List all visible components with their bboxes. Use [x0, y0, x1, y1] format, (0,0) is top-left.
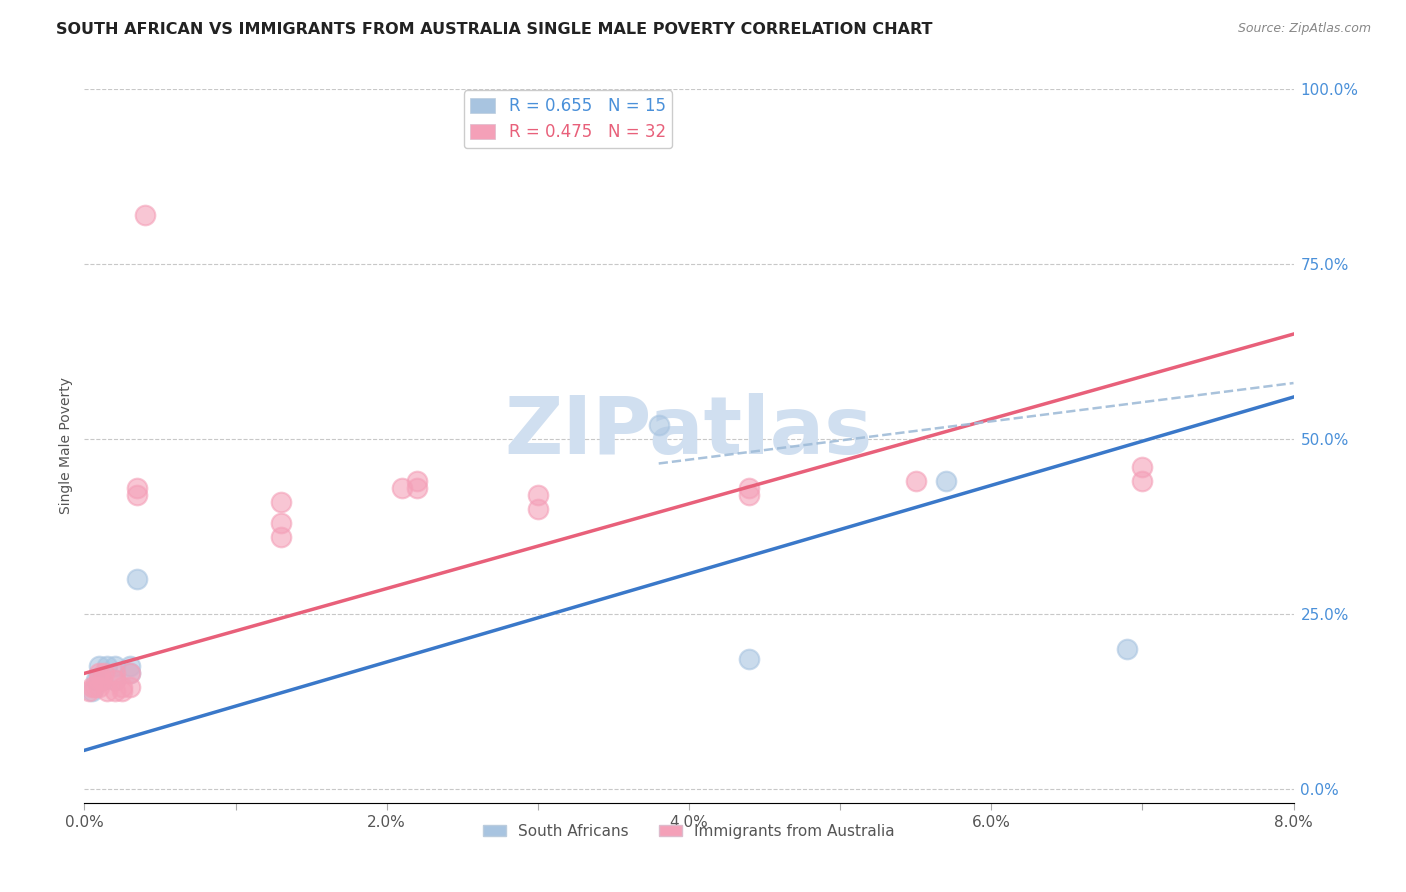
- Point: [104, 673, 127, 688]
- Y-axis label: Single Male Poverty: Single Male Poverty: [59, 377, 73, 515]
- Point: [391, 481, 413, 495]
- Point: [406, 481, 429, 495]
- Point: [738, 488, 761, 502]
- Text: Source: ZipAtlas.com: Source: ZipAtlas.com: [1237, 22, 1371, 36]
- Point: [77, 684, 100, 698]
- Point: [118, 666, 141, 681]
- Point: [89, 659, 111, 673]
- Point: [89, 681, 111, 695]
- Point: [89, 666, 111, 681]
- Point: [738, 481, 761, 495]
- Text: ZIPatlas: ZIPatlas: [505, 392, 873, 471]
- Point: [93, 666, 115, 681]
- Point: [91, 673, 114, 688]
- Point: [1116, 641, 1139, 656]
- Point: [738, 652, 761, 666]
- Point: [270, 530, 292, 544]
- Point: [89, 673, 111, 688]
- Point: [80, 681, 103, 695]
- Point: [80, 684, 103, 698]
- Point: [134, 208, 156, 222]
- Point: [935, 474, 957, 488]
- Point: [104, 659, 127, 673]
- Point: [904, 474, 927, 488]
- Point: [648, 417, 671, 432]
- Point: [270, 516, 292, 530]
- Point: [1132, 460, 1154, 475]
- Text: SOUTH AFRICAN VS IMMIGRANTS FROM AUSTRALIA SINGLE MALE POVERTY CORRELATION CHART: SOUTH AFRICAN VS IMMIGRANTS FROM AUSTRAL…: [56, 22, 932, 37]
- Point: [527, 488, 550, 502]
- Point: [118, 659, 141, 673]
- Point: [127, 488, 149, 502]
- Point: [91, 673, 114, 688]
- Point: [1132, 474, 1154, 488]
- Point: [104, 673, 127, 688]
- Point: [111, 681, 134, 695]
- Point: [406, 474, 429, 488]
- Point: [111, 684, 134, 698]
- Point: [104, 684, 127, 698]
- Point: [127, 572, 149, 586]
- Point: [84, 681, 107, 695]
- Point: [96, 684, 118, 698]
- Point: [127, 481, 149, 495]
- Legend: South Africans, Immigrants from Australia: South Africans, Immigrants from Australi…: [477, 818, 901, 845]
- Point: [527, 502, 550, 516]
- Point: [104, 666, 127, 681]
- Point: [89, 670, 111, 684]
- Point: [86, 673, 108, 688]
- Point: [118, 681, 141, 695]
- Point: [270, 495, 292, 509]
- Point: [96, 659, 118, 673]
- Point: [118, 666, 141, 681]
